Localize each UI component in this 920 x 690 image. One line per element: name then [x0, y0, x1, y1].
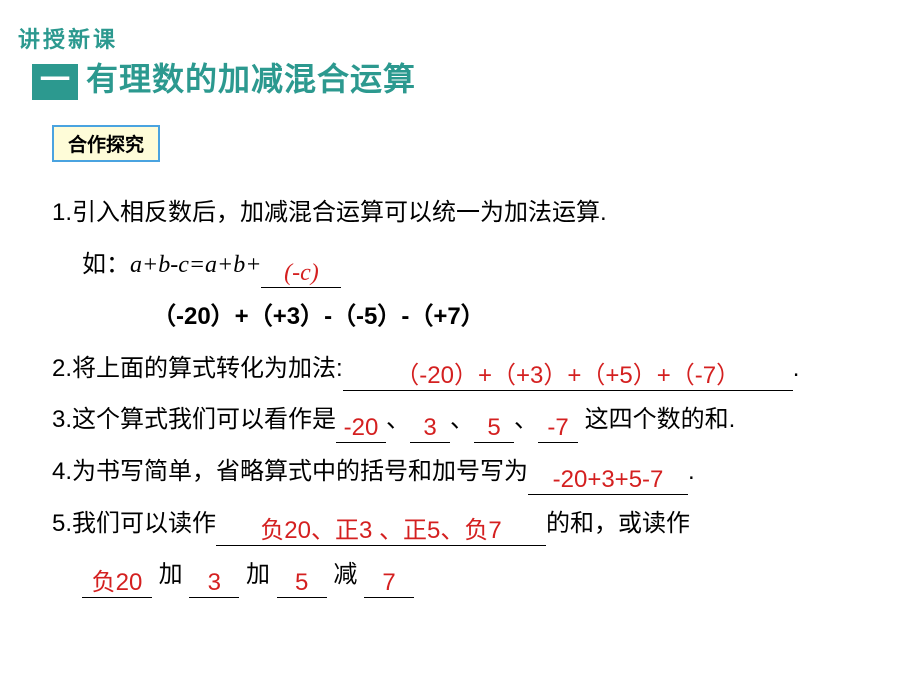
p5-b3: 5 [277, 569, 327, 598]
point-5-line2: 负20 加 3 加 5 减 7 [52, 552, 880, 598]
p3-blank3: 5 [474, 414, 514, 443]
point-1-expression: （-20）+（+3）-（-5）-（+7） [52, 294, 880, 340]
p1-blank: (-c) [261, 259, 341, 288]
p5-b1: 负20 [82, 569, 152, 598]
p3-blank4: -7 [538, 414, 578, 443]
p5-mid: 的和，或读作 [546, 510, 690, 537]
p1-answer: (-c) [284, 260, 319, 286]
p5-w2: 加 [246, 561, 270, 588]
p4-blank: -20+3+5-7 [528, 466, 688, 495]
p3-sep1: 、 [386, 406, 410, 433]
title-number-block: 一 [32, 64, 78, 100]
p4-tail: . [688, 458, 695, 485]
point-1-line1: 1.引入相反数后，加减混合运算可以统一为加法运算. [52, 190, 880, 236]
p5-blank1: 负20、正3 、正5、负7 [216, 517, 546, 546]
p5-b2v: 3 [208, 569, 221, 596]
p3-blank2: 3 [410, 414, 450, 443]
p5-b1v: 负20 [92, 569, 143, 596]
p2-blank: （-20）+（+3）+（+5）+（-7） [343, 362, 793, 391]
p3-pre: 3.这个算式我们可以看作是 [52, 406, 336, 433]
p2-text: 2.将上面的算式转化为加法: [52, 355, 343, 382]
point-3: 3.这个算式我们可以看作是 -20 、 3 、 5 、 -7 这四个数的和. [52, 397, 880, 443]
p4-pre: 4.为书写简单，省略算式中的括号和加号写为 [52, 458, 528, 485]
p3-sep2: 、 [450, 406, 474, 433]
p3-a3: 5 [487, 414, 500, 441]
p5-w1: 加 [159, 561, 183, 588]
p5-ans1: 负20、正3 、正5、负7 [260, 517, 501, 544]
point-1-line2: 如：a+b-c=a+b+ (-c) [52, 242, 880, 289]
p5-b4: 7 [364, 569, 414, 598]
point-4: 4.为书写简单，省略算式中的括号和加号写为 -20+3+5-7. [52, 449, 880, 495]
p5-b4v: 7 [382, 569, 395, 596]
content-area: 1.引入相反数后，加减混合运算可以统一为加法运算. 如：a+b-c=a+b+ (-… [52, 190, 880, 604]
p5-b3v: 5 [295, 569, 308, 596]
p3-a1: -20 [344, 414, 379, 441]
p3-sep3: 、 [514, 406, 538, 433]
p5-w3: 减 [333, 561, 357, 588]
p3-a2: 3 [423, 414, 436, 441]
p3-a4: -7 [547, 414, 568, 441]
title-row: 一 有理数的加减混合运算 [32, 54, 416, 100]
p2-answer: （-20）+（+3）+（+5）+（-7） [395, 362, 740, 389]
point-5-line1: 5.我们可以读作 负20、正3 、正5、负7 的和，或读作 [52, 501, 880, 547]
section-header: 讲授新课 [18, 22, 118, 54]
p5-pre: 5.我们可以读作 [52, 510, 216, 537]
p3-post: 这四个数的和. [578, 406, 735, 433]
main-title: 有理数的加减混合运算 [86, 54, 416, 100]
p5-b2: 3 [189, 569, 239, 598]
point-2: 2.将上面的算式转化为加法: （-20）+（+3）+（+5）+（-7）. [52, 346, 880, 392]
p3-blank1: -20 [336, 414, 386, 443]
p1-prefix: 如： [82, 251, 130, 278]
cooperative-inquiry-box: 合作探究 [52, 125, 160, 162]
p2-tail: . [793, 355, 800, 382]
p1-expr: a+b-c=a+b+ [130, 252, 261, 278]
p4-answer: -20+3+5-7 [553, 466, 664, 493]
